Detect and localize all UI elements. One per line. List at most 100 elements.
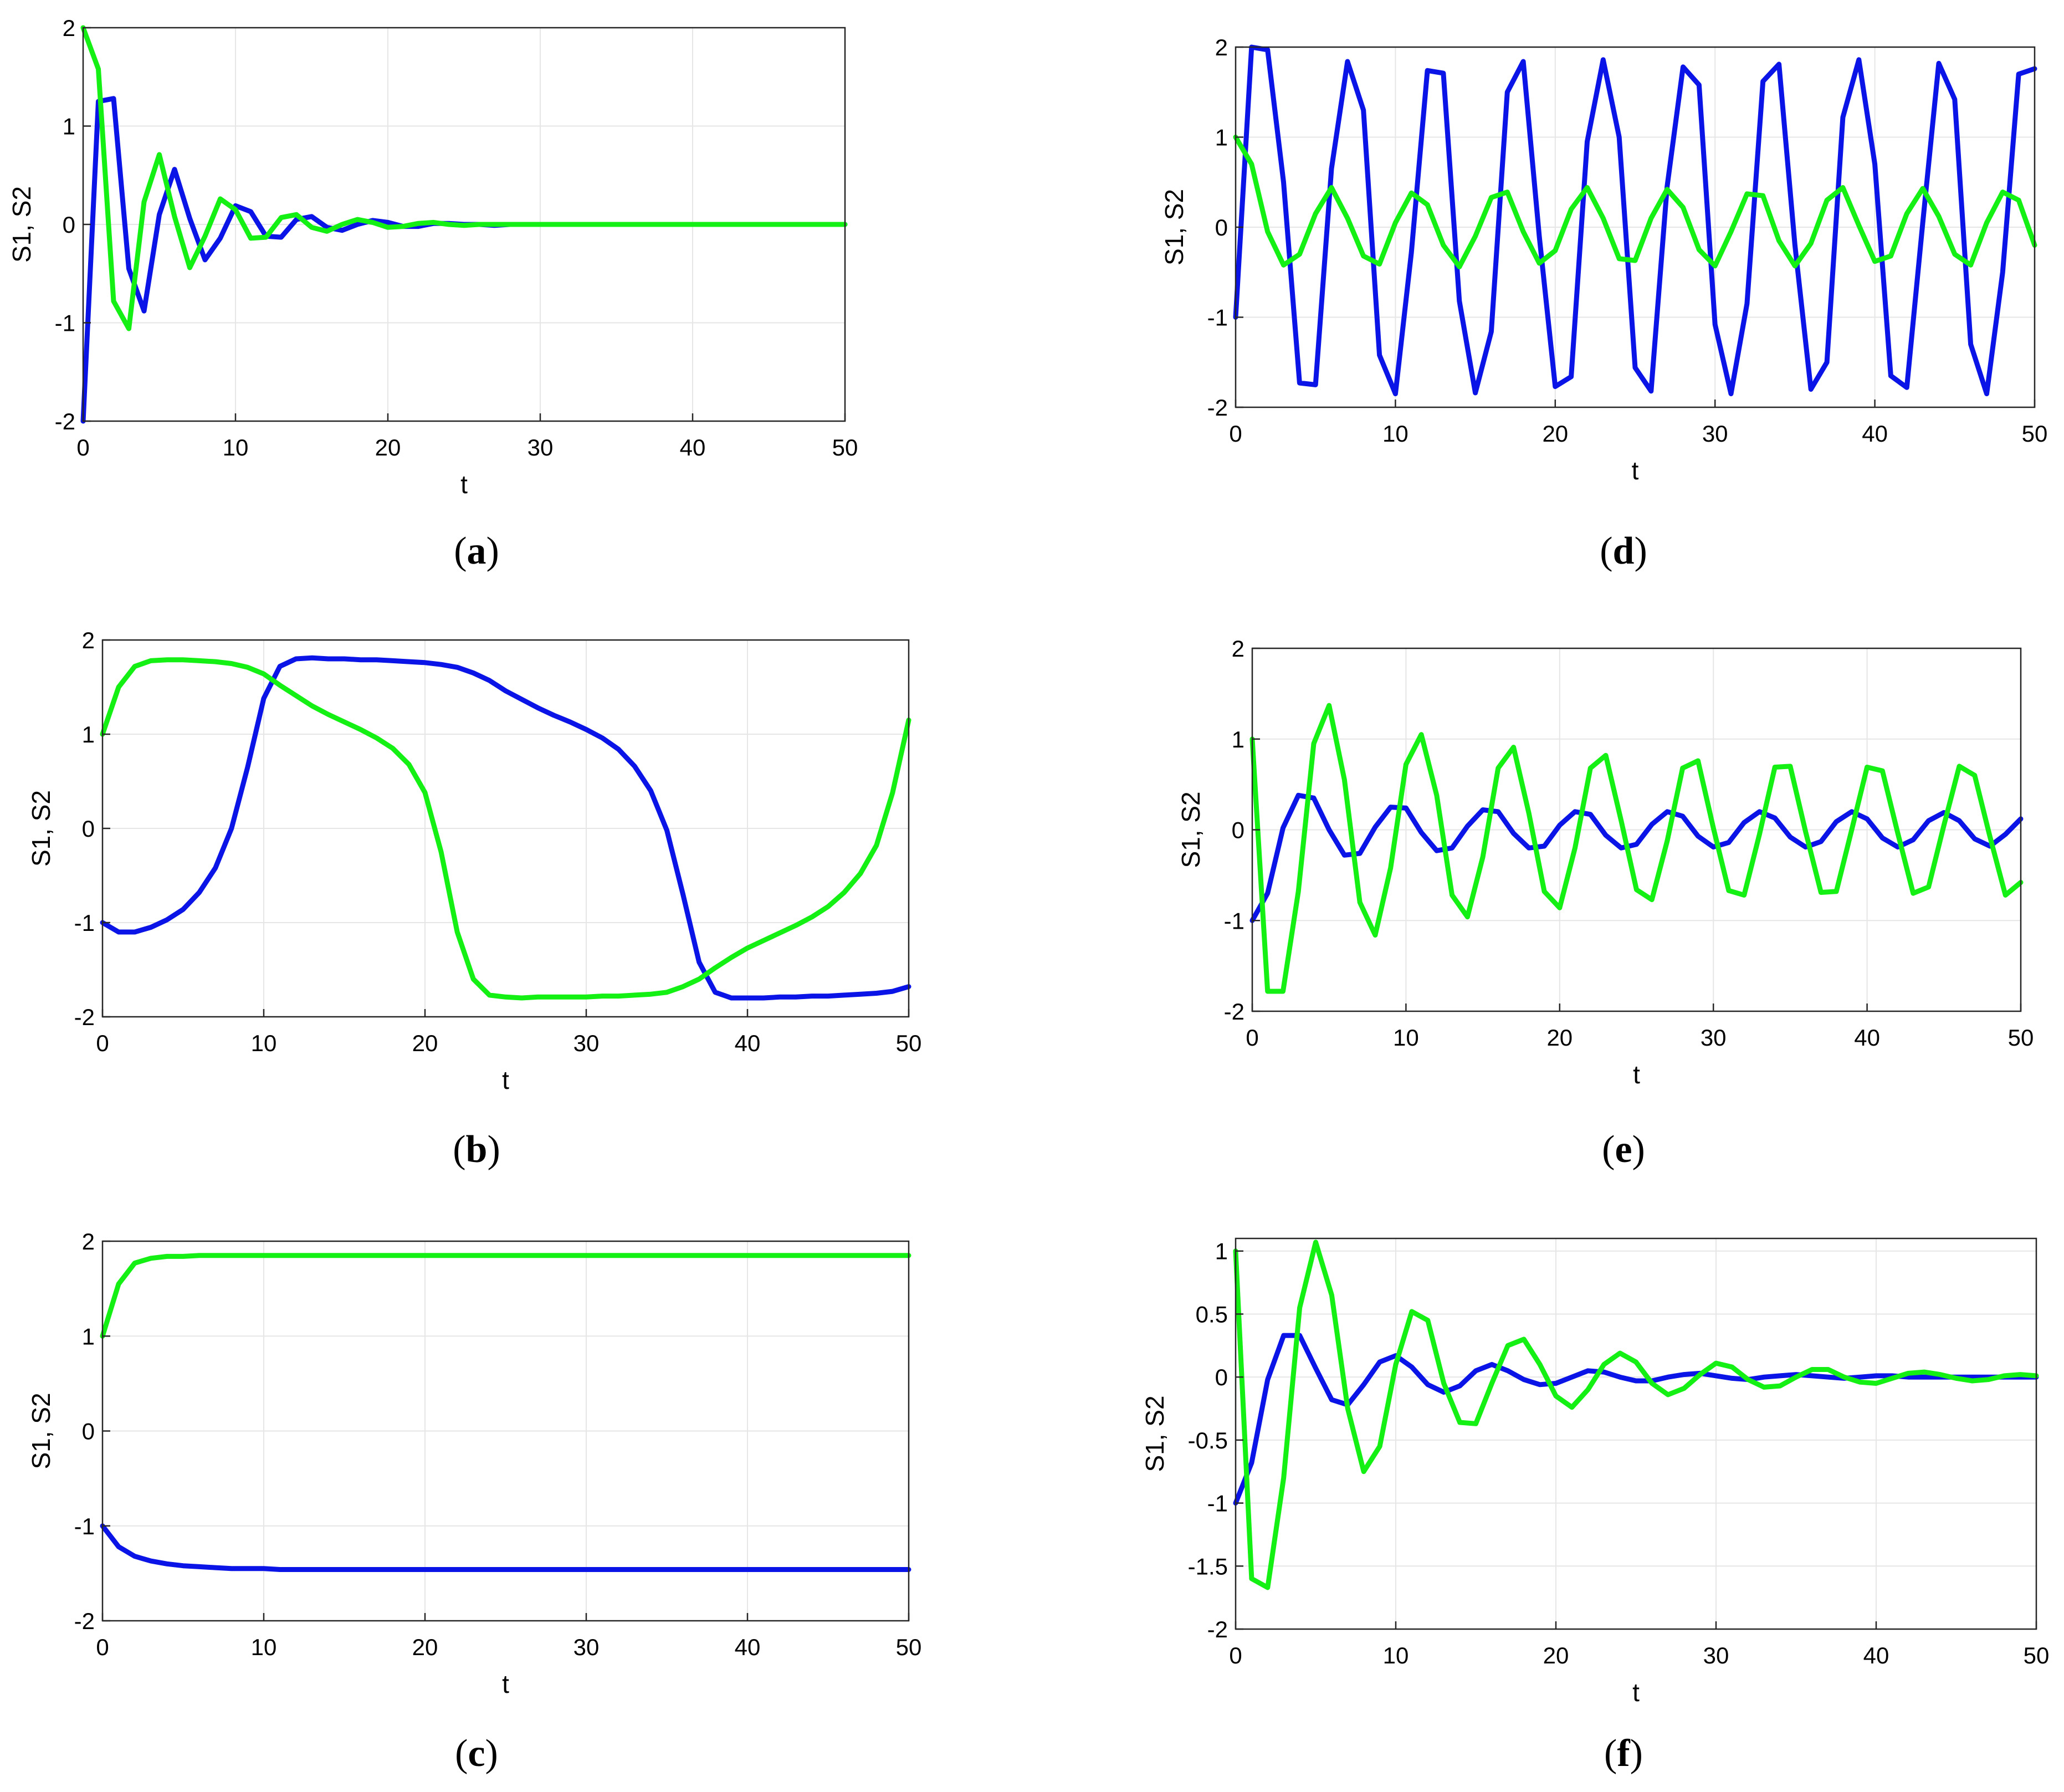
x-tick-label: 50	[832, 434, 858, 460]
caption-close-paren: )	[1630, 1732, 1643, 1775]
y-tick-label: 0	[82, 816, 95, 842]
y-tick-label: 0	[1215, 214, 1228, 240]
y-tick-label: 1	[82, 1323, 95, 1349]
y-axis-label: S1, S2	[27, 790, 55, 867]
x-tick-label: 20	[1546, 1025, 1573, 1051]
x-axis-label: t	[1632, 456, 1639, 485]
caption-open-paren: (	[1604, 1732, 1617, 1775]
x-tick-label: 30	[573, 1030, 600, 1056]
x-axis-label: t	[460, 470, 468, 499]
y-tick-label: 1	[63, 114, 75, 140]
caption-letter: d	[1612, 530, 1635, 572]
x-tick-label: 20	[375, 434, 401, 460]
y-tick-label: -1	[74, 1513, 95, 1539]
x-axis-label: t	[502, 1670, 509, 1698]
x-tick-label: 50	[2024, 1642, 2050, 1668]
y-axis-label: S1, S2	[7, 186, 36, 263]
x-tick-label: 10	[1383, 1642, 1409, 1668]
x-tick-label: 10	[1393, 1025, 1419, 1051]
caption-open-paren: (	[455, 1732, 468, 1775]
y-tick-label: -2	[1207, 1616, 1228, 1642]
caption-close-paren: )	[486, 530, 499, 572]
series-line-s2	[1249, 703, 2024, 994]
caption-letter: b	[465, 1128, 488, 1171]
caption-letter: c	[468, 1732, 485, 1775]
caption-close-paren: )	[485, 1732, 498, 1775]
caption-close-paren: )	[487, 1128, 500, 1171]
x-tick-label: 30	[1702, 421, 1728, 447]
x-tick-label: 30	[1703, 1642, 1729, 1668]
series-line-s2	[100, 1253, 911, 1339]
x-tick-label: 40	[735, 1634, 761, 1660]
x-tick-label: 50	[2008, 1025, 2034, 1051]
caption-open-paren: (	[454, 530, 467, 572]
x-tick-label: 30	[527, 434, 554, 460]
x-tick-label: 40	[735, 1030, 761, 1056]
caption-open-paren: (	[453, 1128, 466, 1171]
caption-close-paren: )	[1632, 1128, 1645, 1171]
y-axis-label: S1, S2	[1160, 189, 1189, 265]
x-tick-label: 50	[2022, 421, 2048, 447]
x-tick-label: 0	[1246, 1025, 1258, 1051]
x-tick-label: 0	[96, 1634, 109, 1660]
series-line-s2	[1233, 135, 2037, 269]
caption-letter: a	[467, 530, 486, 572]
x-tick-label: 20	[412, 1030, 438, 1056]
x-tick-label: 40	[1862, 421, 1888, 447]
y-tick-label: -1	[1224, 908, 1244, 934]
panel-caption: (b)	[366, 1130, 587, 1169]
series-line-s2	[100, 657, 911, 1001]
y-tick-label: 2	[82, 627, 95, 653]
x-tick-label: 30	[1701, 1025, 1727, 1051]
y-tick-label: 0.5	[1196, 1301, 1228, 1327]
caption-close-paren: )	[1634, 530, 1647, 572]
series-line-s1	[1249, 792, 2024, 923]
y-tick-label: 1	[1232, 726, 1244, 752]
caption-open-paren: (	[1600, 530, 1613, 572]
y-tick-label: -2	[55, 408, 75, 434]
panel-caption: (d)	[1513, 532, 1734, 571]
y-tick-label: -2	[1207, 395, 1228, 421]
x-tick-label: 10	[251, 1634, 277, 1660]
caption-letter: f	[1617, 1732, 1630, 1775]
series-line-s2	[80, 25, 848, 331]
x-axis-label: t	[1632, 1678, 1640, 1707]
x-tick-label: 10	[1382, 421, 1409, 447]
caption-letter: e	[1615, 1128, 1632, 1171]
x-tick-label: 20	[412, 1634, 438, 1660]
panel-caption: (e)	[1513, 1130, 1734, 1169]
y-tick-label: 0	[63, 212, 75, 238]
y-tick-label: 1	[1215, 1238, 1228, 1264]
y-tick-label: -1	[74, 910, 95, 936]
y-tick-label: -1	[55, 310, 75, 336]
x-tick-label: 40	[1863, 1642, 1889, 1668]
y-tick-label: -2	[74, 1608, 95, 1634]
y-tick-label: -1	[1207, 305, 1228, 331]
y-tick-label: -2	[74, 1004, 95, 1030]
series-line-s2	[1233, 1240, 2039, 1590]
series-line-s1	[100, 1523, 911, 1572]
x-tick-label: 40	[1854, 1025, 1880, 1051]
y-tick-label: 1	[1215, 125, 1228, 151]
y-tick-label: 1	[82, 721, 95, 747]
x-tick-label: 10	[223, 434, 249, 460]
x-tick-label: 0	[1229, 421, 1242, 447]
y-axis-label: S1, S2	[1176, 791, 1205, 868]
x-tick-label: 20	[1543, 1642, 1569, 1668]
y-axis-label: S1, S2	[27, 1392, 55, 1469]
y-tick-label: 0	[82, 1419, 95, 1445]
series-line-s1	[100, 655, 911, 1001]
y-tick-label: 2	[1215, 34, 1228, 60]
y-tick-label: -2	[1224, 999, 1244, 1025]
y-tick-label: 2	[82, 1228, 95, 1255]
x-tick-label: 50	[896, 1030, 922, 1056]
y-tick-label: 0	[1215, 1364, 1228, 1390]
y-tick-label: -1	[1207, 1491, 1228, 1517]
x-tick-label: 50	[896, 1634, 922, 1660]
